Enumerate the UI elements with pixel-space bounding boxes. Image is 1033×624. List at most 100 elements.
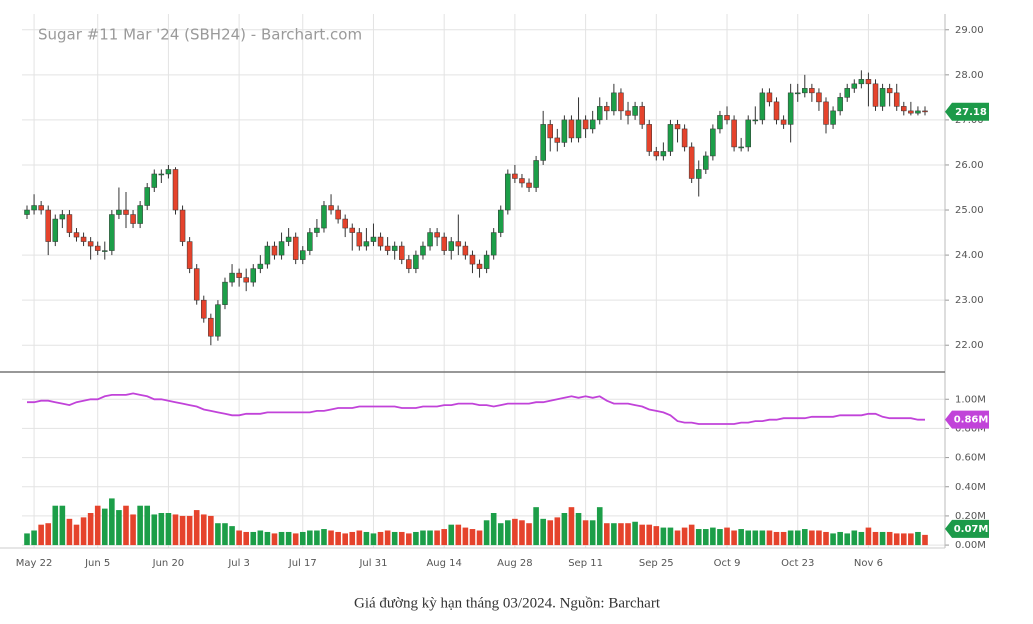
candle-body xyxy=(186,241,193,269)
candle-body xyxy=(399,245,405,260)
candle-body xyxy=(618,92,624,112)
volume-bar xyxy=(116,510,122,546)
volume-bar xyxy=(151,514,158,546)
volume-bar xyxy=(717,529,723,546)
volume-bar xyxy=(80,517,87,546)
volume-bar xyxy=(278,531,285,546)
candle-body xyxy=(512,173,518,179)
candle-body xyxy=(695,169,702,179)
candle-body xyxy=(632,106,638,116)
volume-bar xyxy=(31,530,37,546)
candle-body xyxy=(384,245,391,251)
volume-bar xyxy=(292,533,299,546)
volume-bar xyxy=(625,523,631,546)
volume-bar xyxy=(738,529,744,546)
candle-body xyxy=(547,124,553,139)
volume-bar xyxy=(695,529,702,546)
volume-bar xyxy=(384,530,391,546)
volume-bar xyxy=(745,530,752,546)
candle-body xyxy=(476,263,483,269)
x-tick-label: Jun 5 xyxy=(84,558,110,569)
volume-bar xyxy=(455,524,462,546)
volume-bar xyxy=(130,514,136,546)
x-tick-label: May 22 xyxy=(16,558,53,569)
y-tick-label: 25.00 xyxy=(955,205,984,216)
candle-body xyxy=(73,232,80,238)
candle-body xyxy=(391,245,398,251)
volume-bar xyxy=(200,514,207,546)
volume-bar xyxy=(851,530,858,546)
volume-bar xyxy=(837,531,843,546)
volume-bar xyxy=(724,527,730,546)
volume-bar xyxy=(349,531,356,546)
volume-bar xyxy=(660,527,667,546)
volume-bar xyxy=(490,513,497,546)
candle-body xyxy=(611,92,617,112)
candle-body xyxy=(568,119,575,139)
volume-bar xyxy=(427,530,433,546)
candle-body xyxy=(745,119,751,148)
last-price-tag: 27.18 xyxy=(955,107,987,118)
volume-bar xyxy=(434,530,440,546)
candle-body xyxy=(901,106,907,112)
volume-bar xyxy=(66,518,73,546)
volume-bar xyxy=(922,534,928,546)
open-interest-line xyxy=(27,392,925,425)
volume-bar xyxy=(667,527,674,546)
volume-bar xyxy=(589,520,596,546)
candle-body xyxy=(865,79,872,85)
y-tick-label: 1.00M xyxy=(955,394,986,405)
candle-body xyxy=(441,236,447,251)
volume-bar xyxy=(391,531,398,546)
volume-bar xyxy=(193,510,200,546)
x-tick-label: Jul 17 xyxy=(288,558,317,569)
volume-bar xyxy=(186,515,193,546)
candle-body xyxy=(66,214,73,233)
candle-body xyxy=(667,124,674,152)
volume-bar xyxy=(801,529,808,546)
candle-body xyxy=(653,151,660,157)
grid-layer xyxy=(22,14,945,548)
candle-body xyxy=(724,115,730,121)
candle-body xyxy=(335,209,341,220)
volume-bar xyxy=(688,524,695,546)
volume-bar xyxy=(674,530,681,546)
candle-body xyxy=(717,115,723,130)
x-tick-label: Oct 9 xyxy=(714,558,741,569)
volume-bar xyxy=(73,524,80,546)
volume-bar xyxy=(179,515,186,546)
candle-body xyxy=(370,236,377,242)
volume-bar xyxy=(342,533,348,546)
volume-bar xyxy=(865,527,872,546)
candle-body xyxy=(908,110,914,114)
volume-bar xyxy=(215,523,221,546)
candle-body xyxy=(123,209,129,215)
volume-bar xyxy=(512,518,518,546)
candle-body xyxy=(780,119,787,125)
volume-bar xyxy=(208,515,214,546)
candle-body xyxy=(823,101,829,125)
y-tick-label: 0.40M xyxy=(955,482,986,493)
volume-bar xyxy=(886,531,893,546)
volume-bar xyxy=(406,533,412,546)
candle-body xyxy=(87,241,94,247)
volume-bar xyxy=(328,530,334,546)
candle-body xyxy=(349,227,356,233)
candle-body xyxy=(752,119,759,122)
volume-bar xyxy=(632,521,638,546)
candle-body xyxy=(94,245,101,251)
volume-bar xyxy=(264,531,271,546)
candle-body xyxy=(872,83,879,107)
volume-bar xyxy=(441,529,447,546)
volume-bar xyxy=(908,533,914,546)
volume-bar xyxy=(823,531,829,546)
x-tick-label: Jun 20 xyxy=(152,558,185,569)
volume-bar xyxy=(87,513,94,546)
volume-bar xyxy=(307,530,313,546)
y-tick-label: 29.00 xyxy=(955,25,984,36)
volume-bar xyxy=(731,530,737,546)
volume-bar xyxy=(398,531,405,546)
candle-body xyxy=(455,241,462,247)
candle-body xyxy=(646,124,652,152)
candle-body xyxy=(915,110,921,114)
